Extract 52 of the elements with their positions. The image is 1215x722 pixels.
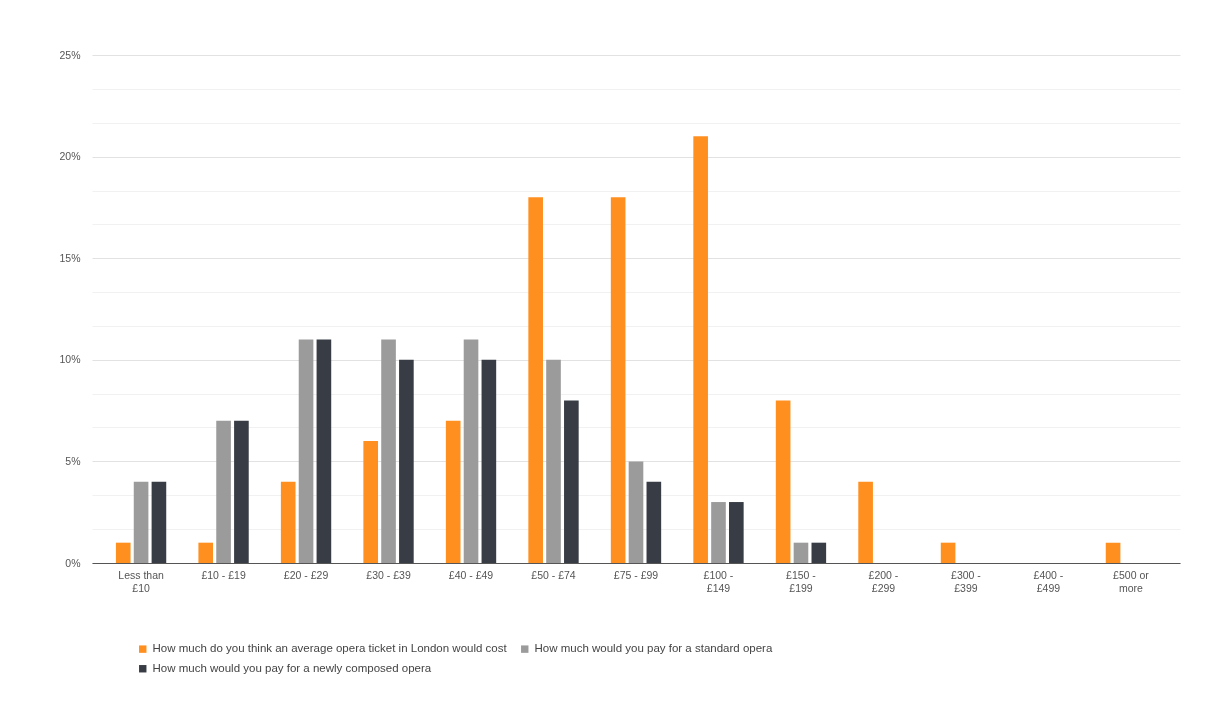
- y-tick-label: 15%: [59, 251, 81, 264]
- x-tick-label: £200 - £299: [868, 568, 899, 594]
- y-tick-label: 5%: [65, 454, 81, 467]
- bar: [463, 339, 479, 563]
- bar: [528, 197, 543, 563]
- x-tick-label: £150 - £199: [786, 568, 817, 594]
- bar: [775, 400, 791, 563]
- x-tick-label: Less than £10: [118, 568, 164, 594]
- bar: [234, 420, 249, 563]
- bar: [646, 481, 662, 563]
- bar: [198, 542, 214, 563]
- y-tick-label: 10%: [59, 353, 81, 366]
- bar: [399, 359, 414, 563]
- bar: [363, 441, 379, 563]
- bar: [546, 359, 561, 563]
- bar: [481, 359, 497, 563]
- bar: [115, 542, 131, 563]
- bar: [316, 339, 332, 563]
- bar: [610, 197, 626, 563]
- bar: [628, 461, 644, 563]
- bar: [811, 542, 827, 563]
- x-tick-label: £20 - £29: [283, 568, 329, 581]
- y-tick-label: 0%: [65, 556, 81, 569]
- y-tick-label: 25%: [59, 48, 81, 61]
- legend-label: How much would you pay for a newly composed opera: [152, 661, 432, 674]
- x-tick-label: £30 - £39: [366, 568, 411, 581]
- bar: [381, 339, 396, 563]
- x-tick-label: £400 - £499: [1033, 568, 1064, 594]
- bar: [445, 420, 461, 563]
- bar: [151, 481, 167, 563]
- bar: [940, 542, 956, 563]
- bar: [858, 481, 873, 563]
- x-tick-label: £100 - £149: [703, 568, 734, 594]
- x-tick-label: £40 - £49: [448, 568, 494, 581]
- legend-label: How much do you think an average opera ticket in London would cost: [152, 642, 508, 655]
- x-tick-label: £10 - £19: [201, 568, 246, 581]
- bar: [793, 542, 809, 563]
- bar: [729, 502, 744, 563]
- x-tick-label: £500 or more: [1113, 568, 1150, 594]
- bar: [280, 481, 296, 563]
- y-tick-label: 20%: [59, 150, 81, 163]
- legend-label: How much would you pay for a standard opera: [534, 642, 773, 655]
- x-tick-label: £50 - £74: [531, 568, 576, 581]
- bar: [298, 339, 314, 563]
- x-tick-label: £300 - £399: [951, 568, 982, 594]
- bar: [711, 502, 726, 563]
- bar: [693, 136, 708, 563]
- bar: [216, 420, 231, 563]
- bar: [1105, 542, 1121, 563]
- x-tick-label: £75 - £99: [613, 568, 659, 581]
- bar: [133, 481, 149, 563]
- bar: [564, 400, 579, 563]
